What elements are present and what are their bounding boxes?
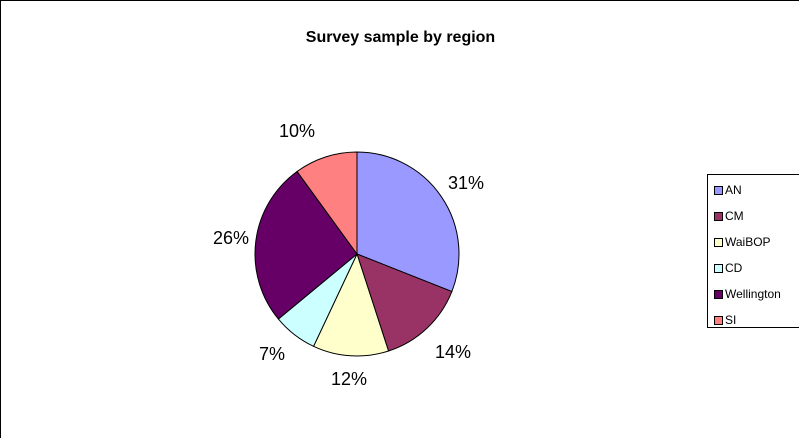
pie-slice-an <box>356 151 460 293</box>
data-label-an: 31% <box>448 173 484 193</box>
data-label-cm: 14% <box>435 342 471 362</box>
legend-item-cd: CD <box>714 260 742 276</box>
legend-swatch <box>714 315 723 325</box>
data-label-wellington: 26% <box>213 228 249 248</box>
chart-title: Survey sample by region <box>305 29 496 46</box>
legend-label: CM <box>725 209 744 223</box>
legend-swatch <box>714 289 723 299</box>
data-label-cd: 7% <box>259 344 285 364</box>
legend-swatch <box>714 211 723 221</box>
pie-slice-wellington <box>254 170 358 320</box>
legend-label: CD <box>725 261 743 275</box>
legend: AN CM WaiBOP CD Wellington SI <box>707 174 799 328</box>
data-label-waibop: 12% <box>331 369 367 389</box>
pie-slice-waibop <box>312 252 390 357</box>
legend-item-waibop: WaiBOP <box>714 234 771 250</box>
pie-slice-si <box>296 151 358 256</box>
legend-swatch <box>714 237 723 247</box>
legend-item-si: SI <box>714 312 736 328</box>
legend-label: SI <box>725 313 737 327</box>
legend-label: WaiBOP <box>725 235 771 249</box>
legend-swatch <box>714 263 723 273</box>
legend-swatch <box>714 185 723 195</box>
data-label-si: 10% <box>279 121 315 141</box>
legend-label: AN <box>725 183 742 197</box>
legend-label: Wellington <box>725 287 781 301</box>
legend-item-wellington: Wellington <box>714 286 781 302</box>
legend-item-cm: CM <box>714 208 744 224</box>
legend-item-an: AN <box>714 182 742 198</box>
